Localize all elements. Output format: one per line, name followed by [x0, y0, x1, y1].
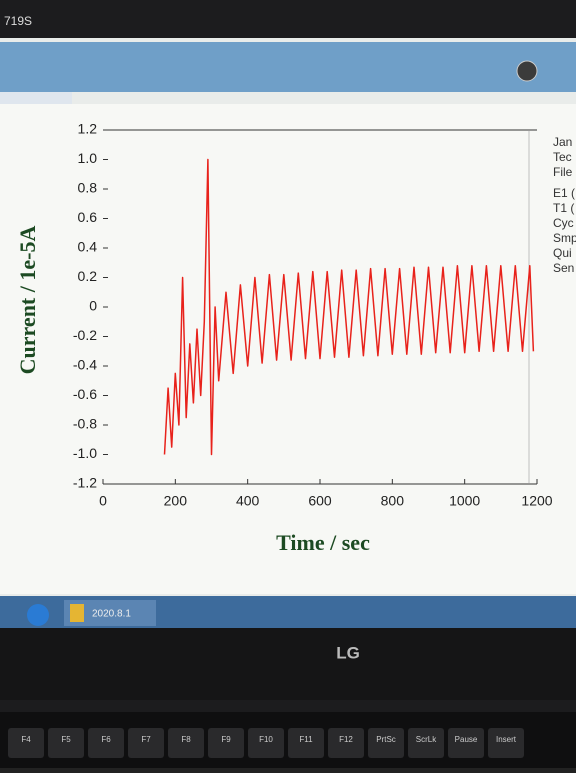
- y-tick-label: -1.2: [73, 475, 97, 491]
- y-tick-label: 0.2: [78, 268, 98, 284]
- x-tick-label: 200: [164, 493, 188, 509]
- x-axis-title: Time / sec: [276, 530, 370, 555]
- y-tick-label: -0.6: [73, 386, 97, 402]
- data-line: [163, 158, 535, 456]
- brand: LG: [336, 643, 360, 662]
- annotation: Jan: [553, 135, 572, 149]
- taskbar-label: 2020.8.1: [92, 609, 131, 620]
- key-label: Insert: [496, 735, 517, 744]
- key-label: F10: [259, 735, 273, 744]
- window-title: 719S: [4, 14, 32, 28]
- key-label: F11: [299, 735, 313, 744]
- y-tick-label: -0.8: [73, 416, 97, 432]
- y-axis-title: Current / 1e-5A: [15, 226, 40, 375]
- x-tick-label: 600: [308, 493, 332, 509]
- y-tick-label: -0.2: [73, 327, 97, 343]
- annotation: E1 (: [553, 186, 575, 200]
- annotation: Cyc: [553, 216, 574, 230]
- keyboard-keys: F4 F5 F6 F7 F8 F9 F10 F11 F12 PrtSc ScrLk Pause Inse…: [8, 728, 524, 758]
- key[interactable]: [448, 728, 484, 758]
- key-label: F9: [221, 735, 231, 744]
- x-tick-label: 1000: [449, 493, 480, 509]
- key[interactable]: [248, 728, 284, 758]
- annotation: File: [553, 165, 573, 179]
- key-label: F8: [181, 735, 191, 744]
- key[interactable]: [328, 728, 364, 758]
- y-tick-label: 0: [89, 298, 97, 314]
- media-button[interactable]: [516, 60, 538, 82]
- key[interactable]: [128, 728, 164, 758]
- key-label: F12: [339, 735, 353, 744]
- chart: 1.2 1.0 0.8 0.6 0.4 0.2 0 -0.2 -0.4 -0.6 -0.8 -1.0 -…: [15, 121, 576, 555]
- annotation: Sen: [553, 261, 574, 275]
- key[interactable]: [368, 728, 404, 758]
- annotation: Qui: [553, 246, 572, 260]
- key-label: F6: [101, 735, 111, 744]
- key-label: ScrLk: [416, 735, 437, 744]
- plot-window: [0, 104, 576, 594]
- y-tick-label: 1.0: [78, 150, 98, 166]
- annotation: Tec: [553, 150, 572, 164]
- x-tick-label: 400: [236, 493, 260, 509]
- key[interactable]: [8, 728, 44, 758]
- browser-icon[interactable]: [27, 604, 49, 626]
- key-label: F4: [21, 735, 31, 744]
- key-label: F7: [141, 735, 151, 744]
- key[interactable]: [408, 728, 444, 758]
- annotation: Smp: [553, 231, 576, 245]
- key[interactable]: [288, 728, 324, 758]
- key-label: PrtSc: [376, 735, 396, 744]
- annotation: T1 (: [553, 201, 574, 215]
- y-tick-label: 0.8: [78, 180, 98, 196]
- key-label: F5: [61, 735, 71, 744]
- key[interactable]: [48, 728, 84, 758]
- key[interactable]: [168, 728, 204, 758]
- y-tick-label: 0.4: [78, 239, 98, 255]
- title-bar: [0, 42, 576, 92]
- x-tick-label: 0: [99, 493, 107, 509]
- key[interactable]: [88, 728, 124, 758]
- y-tick-label: 1.2: [78, 121, 98, 137]
- y-tick-label: -0.4: [73, 357, 97, 373]
- y-tick-label: -1.0: [73, 445, 97, 461]
- tab[interactable]: [0, 92, 72, 104]
- x-tick-label: 1200: [521, 493, 552, 509]
- monitor-bezel: [0, 628, 576, 700]
- y-tick-label: 0.6: [78, 209, 98, 225]
- key[interactable]: [488, 728, 524, 758]
- key[interactable]: [208, 728, 244, 758]
- key-label: Pause: [455, 735, 478, 744]
- x-tick-label: 800: [381, 493, 405, 509]
- folder-icon: [70, 604, 84, 622]
